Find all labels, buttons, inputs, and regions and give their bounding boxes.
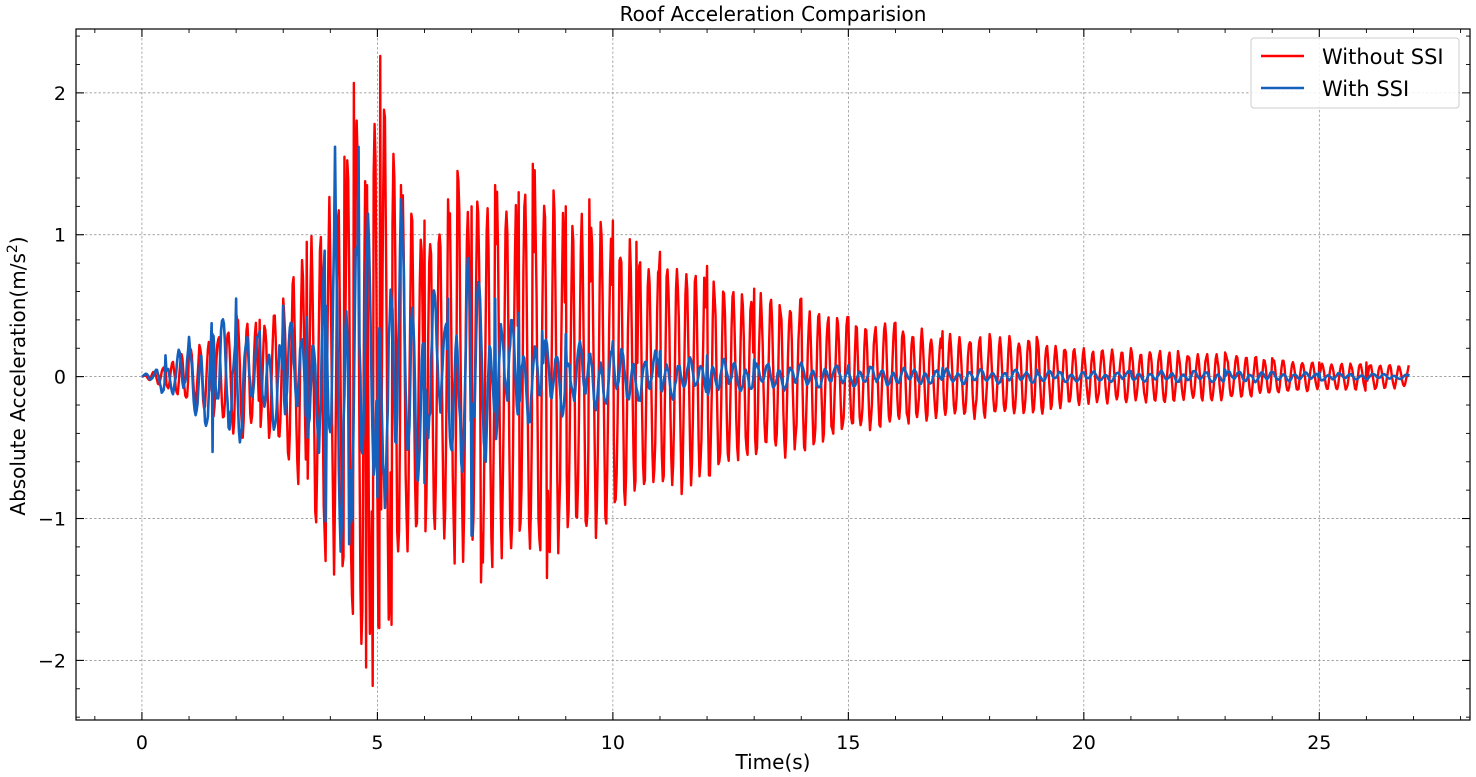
series-layer (141, 54, 1410, 688)
x-tick-label: 5 (371, 732, 383, 754)
legend: Without SSI With SSI (1250, 37, 1460, 109)
legend-label-without-ssi: Without SSI (1322, 45, 1444, 69)
y-axis-label-close: ) (6, 236, 30, 244)
plot-frame (75, 28, 1471, 721)
y-tick-label: −1 (38, 509, 66, 531)
tick-label-layer: 0 5 10 15 20 25 −2 −1 0 1 2 (38, 83, 1331, 754)
x-tick-label: 10 (601, 732, 625, 754)
x-tick-label: 20 (1072, 732, 1096, 754)
y-tick-label: 1 (54, 225, 66, 247)
legend-label-with-ssi: With SSI (1322, 77, 1409, 101)
chart-title: Roof Acceleration Comparision (620, 2, 927, 26)
series-line-without-ssi (141, 54, 1410, 688)
y-axis-label: Absolute Acceleration(m/s2) (5, 236, 30, 515)
x-tick-label: 0 (136, 732, 148, 754)
x-axis-label: Time(s) (735, 750, 811, 774)
y-axis-label-superscript: 2 (5, 244, 21, 253)
y-axis-label-main: Absolute Acceleration(m/s (6, 253, 30, 516)
x-tick-label: 25 (1307, 732, 1331, 754)
grid-layer (76, 29, 1470, 720)
y-tick-label: −2 (38, 650, 66, 672)
y-tick-label: 2 (54, 83, 66, 105)
tick-layer (76, 29, 1470, 720)
x-tick-label: 15 (836, 732, 860, 754)
y-tick-label: 0 (54, 367, 66, 389)
series-line-with-ssi (141, 145, 1410, 553)
